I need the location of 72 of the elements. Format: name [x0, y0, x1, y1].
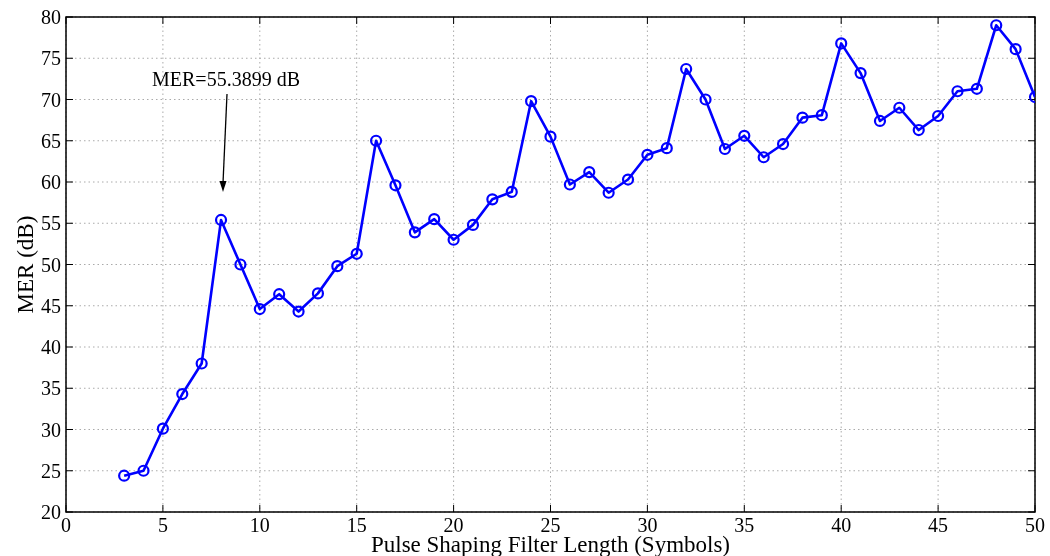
point: [447, 233, 460, 246]
point: [660, 142, 673, 155]
point: [893, 101, 906, 114]
x-tick-label: 35: [734, 514, 755, 536]
x-tick-label: 0: [61, 514, 71, 536]
point: [234, 258, 247, 271]
y-tick-label: 65: [41, 129, 61, 152]
point: [815, 109, 828, 122]
point: [273, 288, 286, 301]
point: [932, 109, 945, 123]
y-tick-label: 40: [41, 336, 61, 358]
x-tick-label: 45: [928, 514, 949, 536]
point: [602, 186, 615, 199]
point: [408, 226, 421, 239]
y-tick-label: 50: [41, 253, 61, 276]
point: [331, 260, 344, 273]
point: [369, 134, 383, 147]
y-tick-label: 70: [41, 88, 61, 111]
point: [428, 213, 441, 226]
x-tick-label: 10: [249, 514, 270, 536]
point: [311, 287, 325, 300]
y-tick-label: 30: [41, 418, 61, 441]
point: [156, 422, 169, 435]
x-tick-label: 30: [637, 514, 658, 536]
point: [292, 305, 305, 318]
point: [1009, 43, 1022, 56]
y-tick-label: 80: [41, 6, 61, 28]
x-tick-label: 15: [346, 514, 367, 536]
point: [718, 142, 732, 156]
y-tick-label: 75: [41, 47, 61, 70]
point: [970, 82, 983, 95]
point: [563, 178, 576, 191]
y-tick-label: 60: [41, 171, 61, 193]
point: [680, 62, 693, 76]
point: [641, 148, 654, 161]
x-tick-label: 20: [443, 514, 464, 536]
point: [835, 37, 848, 50]
point: [854, 67, 867, 80]
point: [621, 173, 635, 186]
point: [505, 185, 518, 198]
y-tick-label: 25: [41, 459, 61, 482]
point: [389, 179, 402, 192]
y-tick-label: 55: [41, 212, 61, 235]
point: [466, 218, 480, 231]
y-tick-label: 35: [41, 377, 61, 400]
point: [757, 151, 770, 164]
point: [118, 469, 131, 482]
point: [525, 95, 538, 108]
point: [873, 114, 887, 128]
point: [486, 193, 499, 206]
point: [912, 123, 925, 137]
point: [176, 387, 189, 401]
x-tick-label: 40: [831, 514, 852, 536]
point: [195, 357, 208, 370]
point: [253, 302, 266, 316]
x-tick-label: 5: [157, 514, 168, 536]
point: [951, 85, 964, 98]
point: [137, 464, 150, 477]
y-axis-title: MER (dB): [13, 215, 38, 314]
point: [350, 247, 363, 260]
point: [544, 130, 557, 143]
x-tick-label: 50: [1025, 514, 1045, 536]
y-tick-label: 45: [41, 294, 61, 317]
x-tick-label: 25: [540, 514, 561, 536]
point: [214, 213, 228, 227]
point: [699, 93, 712, 106]
point: [796, 111, 809, 124]
point: [990, 19, 1003, 32]
point: [583, 166, 596, 179]
annotation: MER=55.3899 dB: [152, 68, 300, 90]
point: [738, 129, 751, 142]
point: [776, 137, 790, 151]
